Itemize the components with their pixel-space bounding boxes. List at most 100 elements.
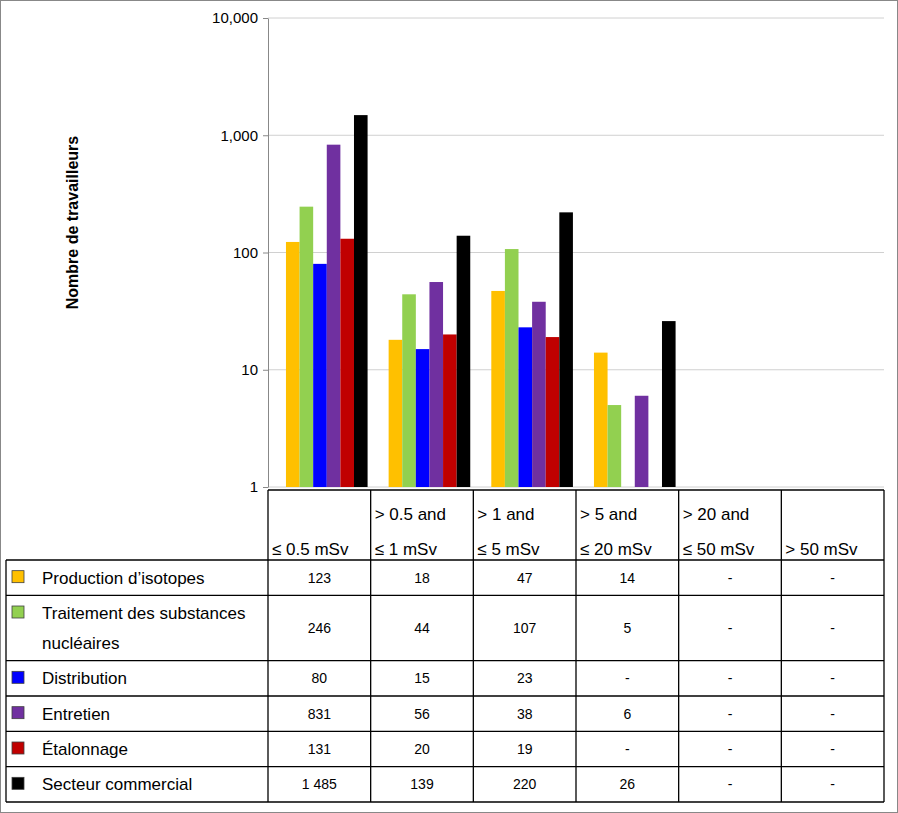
bar xyxy=(389,340,403,487)
table-value: 44 xyxy=(414,620,430,636)
table-value: - xyxy=(728,776,733,792)
table-value: 831 xyxy=(308,706,332,722)
table-line xyxy=(678,490,679,802)
legend-label: Traitement des substancesnucléaires xyxy=(42,604,245,653)
table-line xyxy=(781,490,782,802)
bar xyxy=(559,212,573,487)
legend-swatch xyxy=(12,571,24,583)
table-value: - xyxy=(625,670,630,686)
bar xyxy=(313,264,327,487)
category-label: > 0.5 and≤ 1 mSv xyxy=(375,505,446,559)
table-line xyxy=(6,559,884,560)
grid xyxy=(268,18,884,487)
legend-label: Étalonnage xyxy=(42,740,128,759)
bar xyxy=(443,334,457,487)
bar xyxy=(429,282,443,487)
table-value: 56 xyxy=(414,706,430,722)
tick-label: 1 xyxy=(250,478,258,495)
table-value: 139 xyxy=(410,776,434,792)
y-axis: 1 10 100 1,000 10,000 xyxy=(212,9,268,495)
table-value: 6 xyxy=(623,706,631,722)
y-axis-title: Nombre de travailleurs xyxy=(64,136,81,310)
table-value: - xyxy=(728,620,733,636)
table-value: 107 xyxy=(513,620,537,636)
table-value: 80 xyxy=(312,670,328,686)
table-line xyxy=(6,660,884,661)
table-line xyxy=(473,490,474,802)
tick: 100 xyxy=(233,244,268,261)
tick-label: 10 xyxy=(241,361,258,378)
table-value: - xyxy=(830,620,835,636)
bar xyxy=(608,405,622,487)
bar xyxy=(354,115,368,487)
bar xyxy=(532,302,546,487)
legend-swatch xyxy=(12,742,24,754)
table-value: - xyxy=(830,706,835,722)
table-line xyxy=(267,490,268,802)
table-value: 19 xyxy=(517,741,533,757)
bar xyxy=(662,321,676,487)
table-line xyxy=(6,695,884,696)
tick-mark xyxy=(263,253,268,254)
table-value: - xyxy=(830,776,835,792)
bar xyxy=(491,291,505,487)
legend-label: Production d’isotopes xyxy=(42,569,205,588)
table-value: - xyxy=(728,670,733,686)
bar xyxy=(546,337,560,487)
legend-label: Entretien xyxy=(42,705,110,724)
tick: 1,000 xyxy=(220,127,268,144)
outer-frame xyxy=(1,1,898,813)
bar xyxy=(457,236,471,487)
bar xyxy=(635,396,649,487)
table-value: 131 xyxy=(308,741,332,757)
tick-mark xyxy=(263,18,268,19)
table-line xyxy=(5,560,6,802)
legend-label: Distribution xyxy=(42,669,127,688)
table-value: - xyxy=(830,570,835,586)
tick-mark xyxy=(263,135,268,136)
table-line xyxy=(370,490,371,802)
bar xyxy=(327,145,341,487)
table-value: 38 xyxy=(517,706,533,722)
legend-swatch xyxy=(12,671,24,683)
table-value: 18 xyxy=(414,570,430,586)
table-value: 20 xyxy=(414,741,430,757)
bar xyxy=(300,207,314,487)
table-value: 123 xyxy=(308,570,332,586)
legend-swatch xyxy=(12,707,24,719)
grid-line xyxy=(268,18,884,19)
table-value: 15 xyxy=(414,670,430,686)
table-value: 47 xyxy=(517,570,533,586)
data-table: ≤ 0.5 mSv> 0.5 and≤ 1 mSv> 1 and≤ 5 mSv>… xyxy=(6,490,884,802)
table-value: 26 xyxy=(620,776,636,792)
table-value: 14 xyxy=(620,570,636,586)
bar xyxy=(286,242,300,487)
category-label: > 20 and≤ 50 mSv xyxy=(683,505,755,559)
table-value: - xyxy=(625,741,630,757)
bar xyxy=(505,249,519,487)
table-line xyxy=(883,490,884,802)
bar xyxy=(519,327,533,487)
tick-mark xyxy=(263,487,268,488)
table-value: 246 xyxy=(308,620,332,636)
tick-label: 10,000 xyxy=(212,9,258,26)
table-value: 5 xyxy=(623,620,631,636)
bar xyxy=(402,294,416,487)
table-value: 1 485 xyxy=(302,776,337,792)
category-label: > 5 and≤ 20 mSv xyxy=(580,505,652,559)
bars xyxy=(286,115,676,487)
tick-mark xyxy=(263,370,268,371)
table-value: - xyxy=(728,741,733,757)
table-line xyxy=(6,595,884,596)
legend-swatch xyxy=(12,777,24,789)
category-label: > 1 and≤ 5 mSv xyxy=(477,505,540,559)
table-line xyxy=(6,766,884,767)
tick-label: 100 xyxy=(233,244,258,261)
table-line xyxy=(6,731,884,732)
tick: 1 xyxy=(250,478,268,495)
category-label: > 50 mSv xyxy=(785,540,858,559)
tick-label: 1,000 xyxy=(220,127,258,144)
bar xyxy=(340,239,354,487)
legend-label: Secteur commercial xyxy=(42,775,192,794)
table-line xyxy=(6,801,884,802)
